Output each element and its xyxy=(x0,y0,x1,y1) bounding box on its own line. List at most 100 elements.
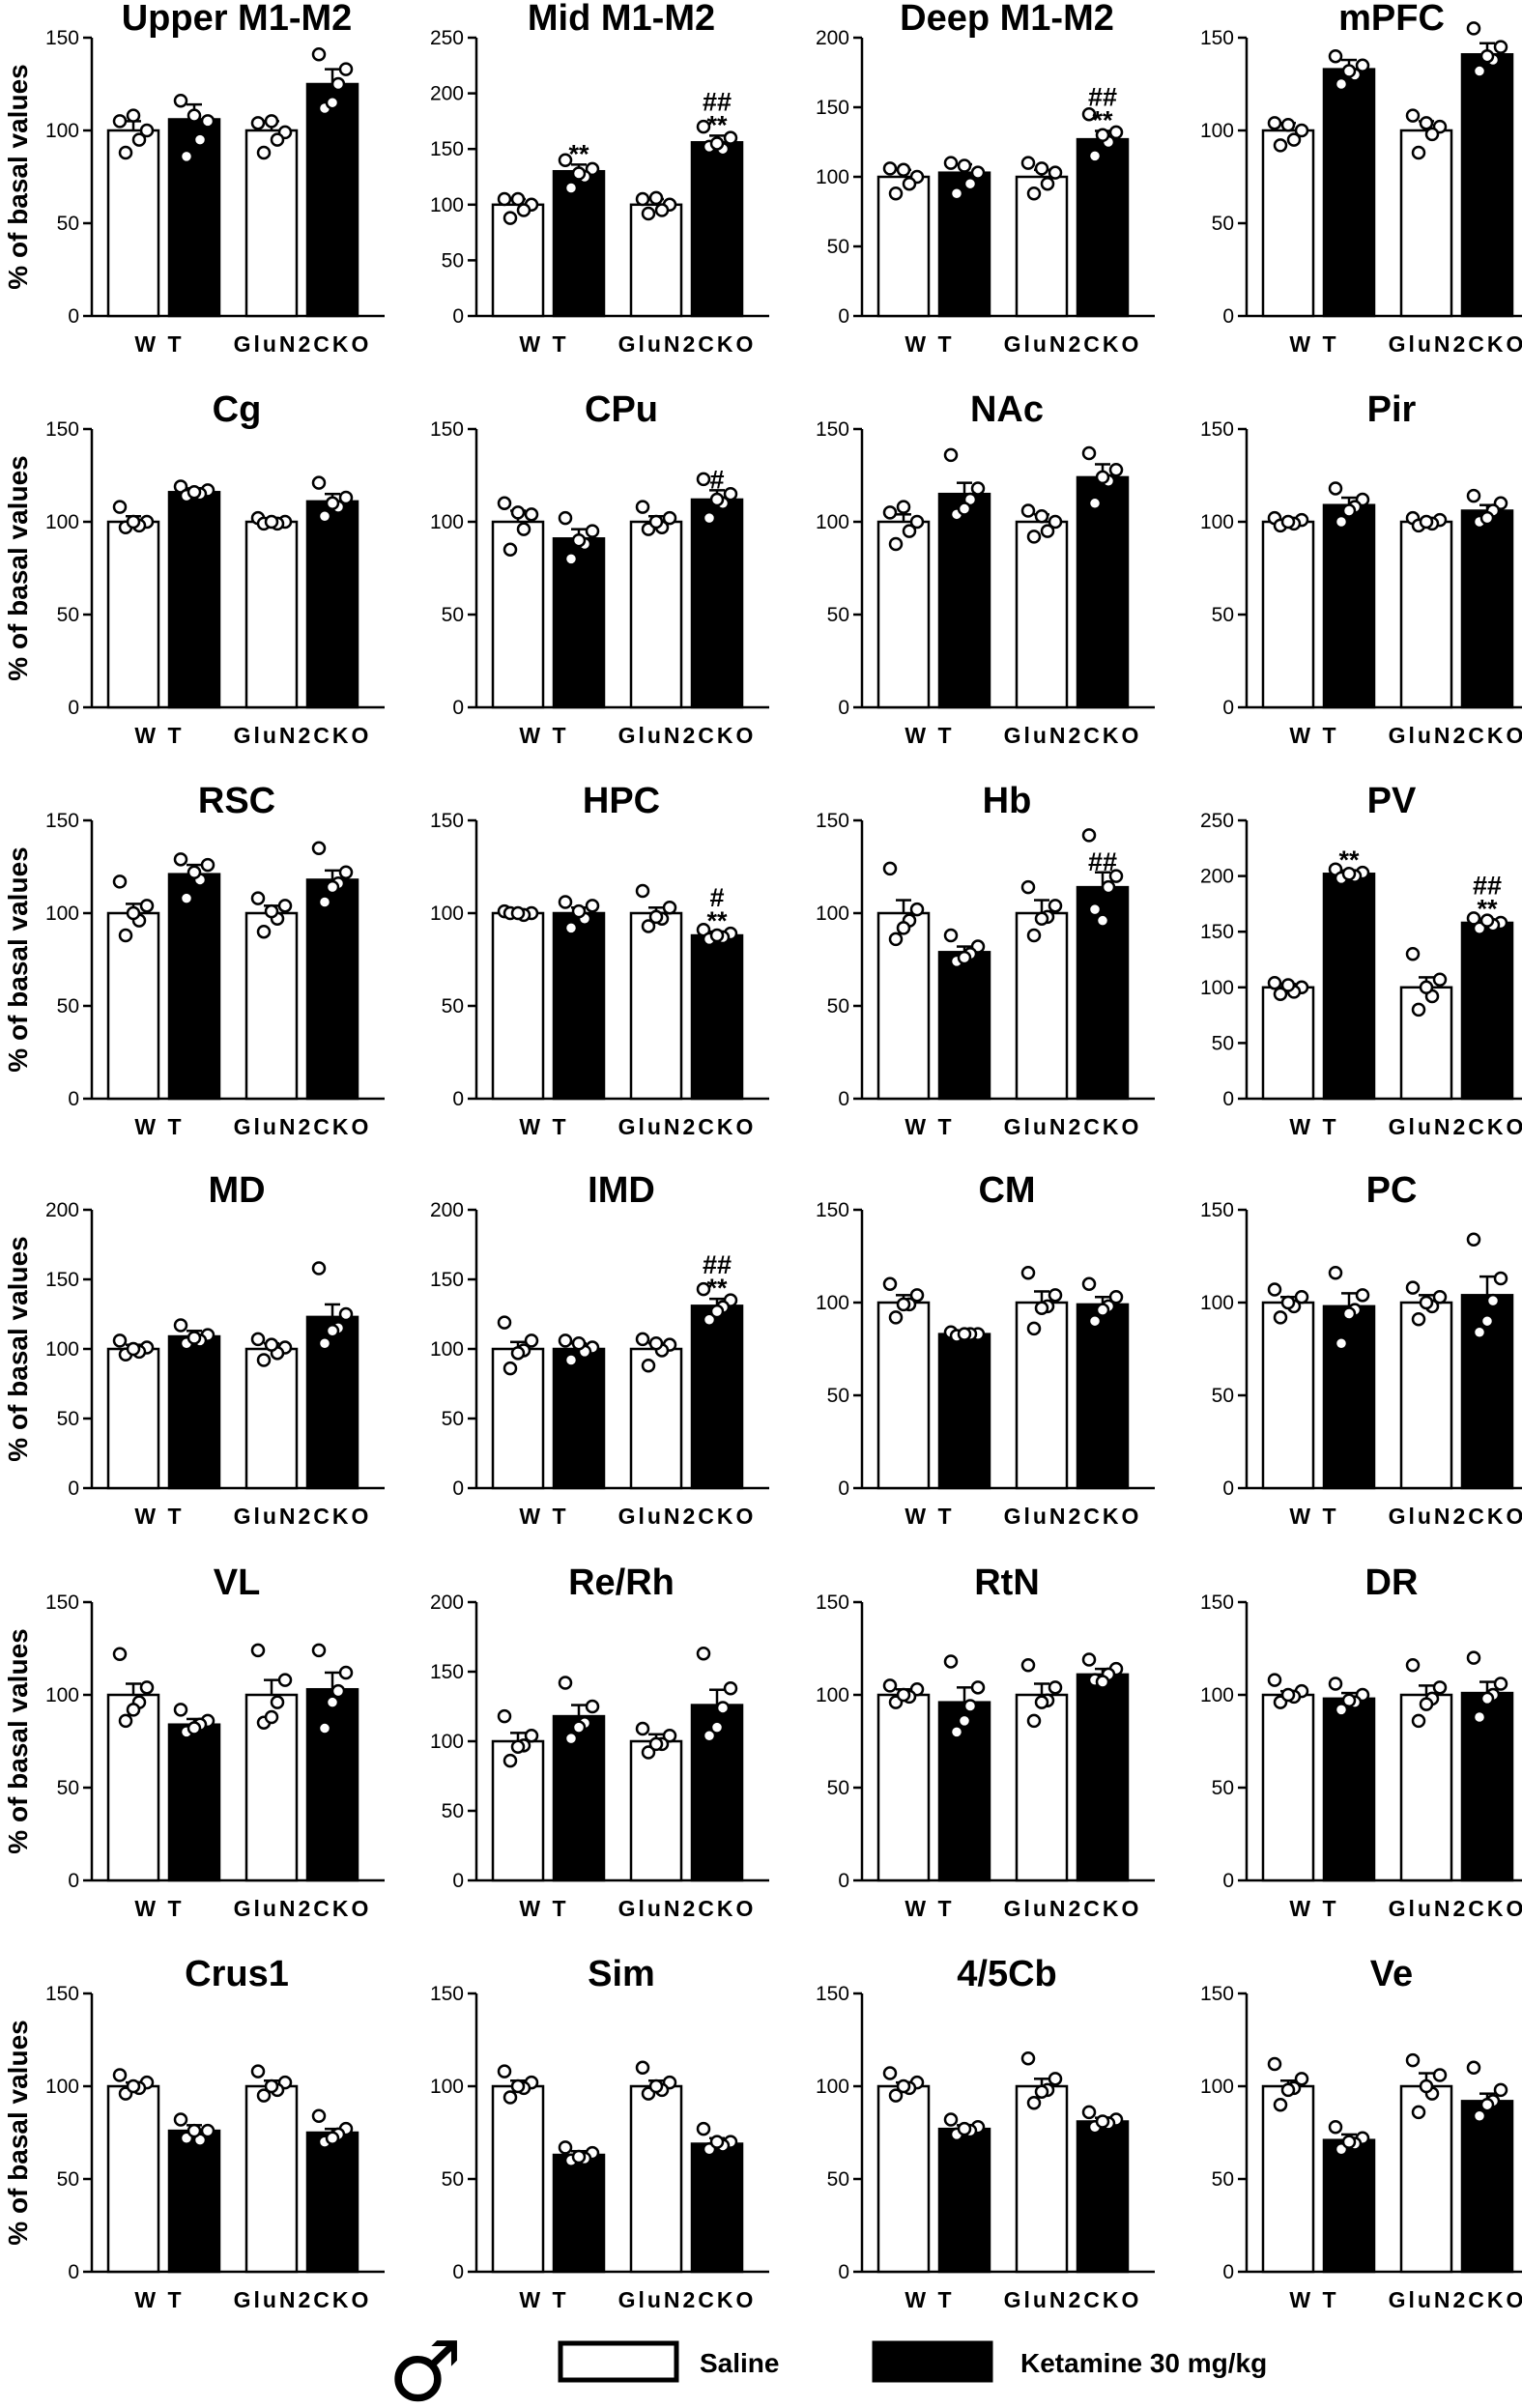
data-point xyxy=(112,500,128,514)
data-point xyxy=(1095,1675,1110,1689)
y-tick-label: 150 xyxy=(430,138,464,160)
y-tick-label: 0 xyxy=(452,1870,464,1892)
data-point xyxy=(902,176,917,191)
x-label-wt: W T xyxy=(1289,1114,1338,1139)
data-point xyxy=(1405,1280,1421,1295)
y-tick-label: 0 xyxy=(838,1477,849,1500)
data-point xyxy=(709,1304,725,1319)
bar-saline xyxy=(244,911,299,1101)
bar-saline xyxy=(1015,2084,1069,2274)
y-tick-label: 0 xyxy=(452,1088,464,1110)
data-point xyxy=(1493,1677,1508,1691)
data-point xyxy=(1048,165,1063,180)
data-point xyxy=(896,2078,911,2094)
bar-ketamine xyxy=(1076,1303,1130,1490)
bar-ketamine xyxy=(1076,2120,1130,2274)
bar-ketamine xyxy=(937,171,991,318)
x-label-wt: W T xyxy=(134,331,184,357)
x-label-wt: W T xyxy=(905,1114,954,1139)
data-point xyxy=(1466,488,1481,503)
data-point xyxy=(317,1335,332,1351)
data-point xyxy=(1411,1312,1426,1327)
data-point xyxy=(723,130,738,145)
data-point xyxy=(256,924,272,939)
data-point xyxy=(1328,1266,1343,1280)
y-tick-label: 150 xyxy=(1200,921,1234,943)
data-point xyxy=(118,1713,133,1729)
data-point xyxy=(1411,145,1426,160)
data-point xyxy=(702,510,717,526)
bar-ketamine xyxy=(1322,1304,1376,1490)
panel-rsc: RSC 0 50 100 150 W T GluN2CKO xyxy=(45,781,385,1139)
y-tick-label: 50 xyxy=(1212,1032,1234,1054)
data-point xyxy=(1048,1288,1063,1303)
data-point xyxy=(338,1306,354,1322)
y-tick-label: 100 xyxy=(816,511,849,533)
bar-ketamine xyxy=(690,933,744,1101)
data-point xyxy=(1020,1266,1036,1280)
y-tick-label: 150 xyxy=(45,1983,79,2005)
data-point xyxy=(1466,21,1481,36)
panel-title: Mid M1-M2 xyxy=(528,0,715,39)
data-point xyxy=(338,865,354,880)
data-point xyxy=(1419,2078,1434,2094)
data-point xyxy=(882,505,898,520)
panel-grid: Upper M1-M2 0 50 100 150 W T GluN2CKO Mid M1-M2… xyxy=(45,0,1522,2312)
data-point xyxy=(1081,2105,1097,2120)
data-point xyxy=(896,921,911,935)
x-label-glun2cko: GluN2CKO xyxy=(1004,1896,1142,1921)
x-label-wt: W T xyxy=(1289,1504,1338,1529)
data-point xyxy=(1108,1289,1124,1304)
data-point xyxy=(497,496,512,511)
data-point xyxy=(696,1647,711,1661)
data-point xyxy=(1095,913,1110,928)
panel-mpfc: mPFC 0 50 100 150 W T GluN2CKO xyxy=(1200,0,1522,357)
y-tick-label: 0 xyxy=(1222,305,1234,328)
data-point xyxy=(648,1335,664,1351)
data-point xyxy=(192,132,208,147)
data-point xyxy=(187,1331,202,1345)
data-point xyxy=(126,905,141,921)
data-point xyxy=(503,1361,518,1376)
bar-saline xyxy=(876,1693,931,1882)
data-point xyxy=(503,1753,518,1768)
panel-nac: NAc 0 50 100 150 W T GluN2CKO xyxy=(816,389,1155,748)
data-point xyxy=(1040,176,1055,191)
data-point xyxy=(200,114,215,129)
data-point xyxy=(1341,1693,1357,1708)
bar-saline xyxy=(876,175,931,318)
data-point xyxy=(882,161,898,176)
data-point xyxy=(510,2078,526,2094)
data-point xyxy=(1087,149,1103,163)
y-tick-label: 150 xyxy=(45,27,79,49)
bar-saline xyxy=(629,1739,683,1882)
bar-saline xyxy=(244,2084,299,2274)
data-point xyxy=(256,145,272,160)
data-point xyxy=(909,902,925,917)
data-point xyxy=(1267,975,1282,990)
y-tick-label: 150 xyxy=(430,1269,464,1291)
data-point xyxy=(1034,1301,1049,1316)
data-point xyxy=(1020,2050,1036,2066)
bar-saline xyxy=(244,520,299,709)
data-point xyxy=(1273,2097,1288,2112)
bar-saline xyxy=(1015,1301,1069,1490)
data-point xyxy=(1087,496,1103,511)
y-tick-label: 50 xyxy=(57,1408,79,1430)
significance-marker: ## xyxy=(703,87,732,116)
data-point xyxy=(524,1728,539,1743)
data-point xyxy=(723,1681,738,1696)
data-point xyxy=(1405,1658,1421,1673)
data-point xyxy=(1411,1713,1426,1729)
legend-label-saline: Saline xyxy=(700,2348,779,2378)
data-point xyxy=(662,900,677,915)
bar-ketamine xyxy=(305,878,359,1101)
data-point xyxy=(888,2088,904,2103)
x-label-glun2cko: GluN2CKO xyxy=(1389,723,1522,748)
data-point xyxy=(1108,869,1124,883)
y-tick-label: 50 xyxy=(827,1385,849,1407)
male-symbol-icon: ♂ xyxy=(388,2324,462,2408)
data-point xyxy=(1108,125,1124,140)
bar-ketamine xyxy=(1076,475,1130,709)
data-point xyxy=(1432,1289,1448,1304)
